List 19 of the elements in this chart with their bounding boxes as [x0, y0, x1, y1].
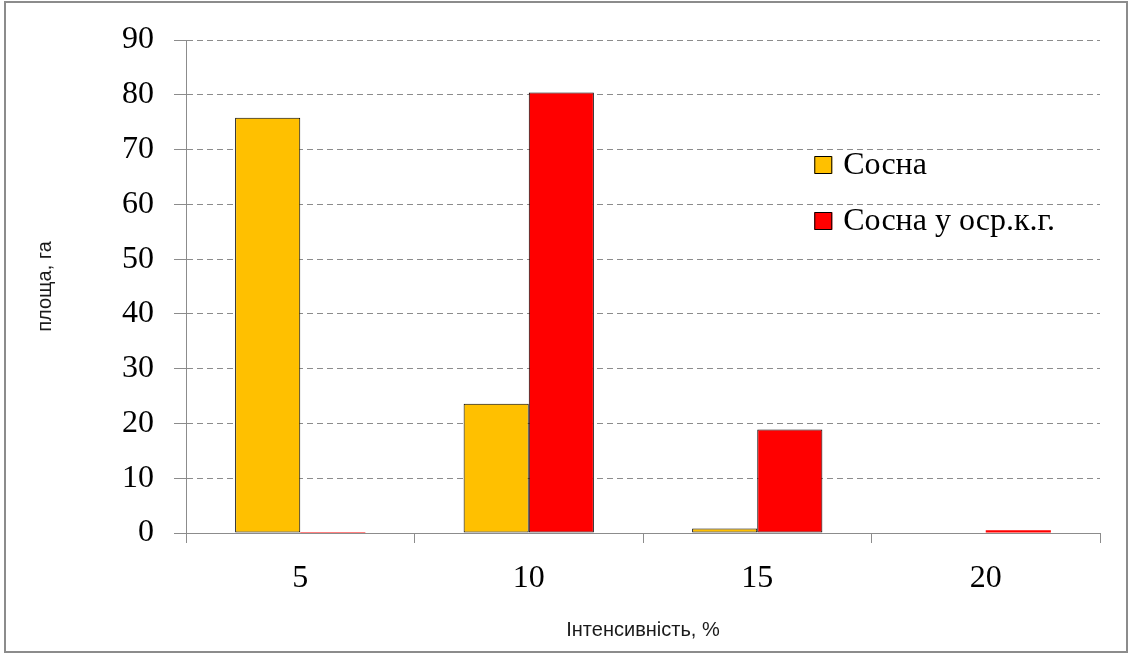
x-tick-label: 10	[512, 557, 545, 594]
y-axis-title: площа, га	[32, 240, 55, 332]
legend-label: Сосна у оср.к.г.	[843, 201, 1055, 238]
x-axis-title: Інтенсивність, %	[566, 617, 720, 640]
y-tick-label: 30	[122, 348, 154, 385]
bar	[985, 530, 1051, 533]
x-tick-label: 15	[741, 557, 774, 594]
y-tick-label: 70	[122, 128, 154, 165]
y-tick-label: 80	[122, 74, 154, 111]
legend-label: Сосна	[843, 145, 927, 182]
y-tick-label: 60	[122, 183, 154, 220]
y-tick-label: 20	[122, 402, 154, 439]
x-tick-label: 20	[969, 557, 1002, 594]
y-tick-label: 0	[138, 512, 154, 549]
y-tick-label: 40	[122, 293, 154, 330]
y-tick-label: 90	[122, 19, 154, 56]
y-tick-label: 50	[122, 238, 154, 275]
x-tick-label: 5	[292, 557, 309, 594]
y-tick-label: 10	[122, 457, 154, 494]
